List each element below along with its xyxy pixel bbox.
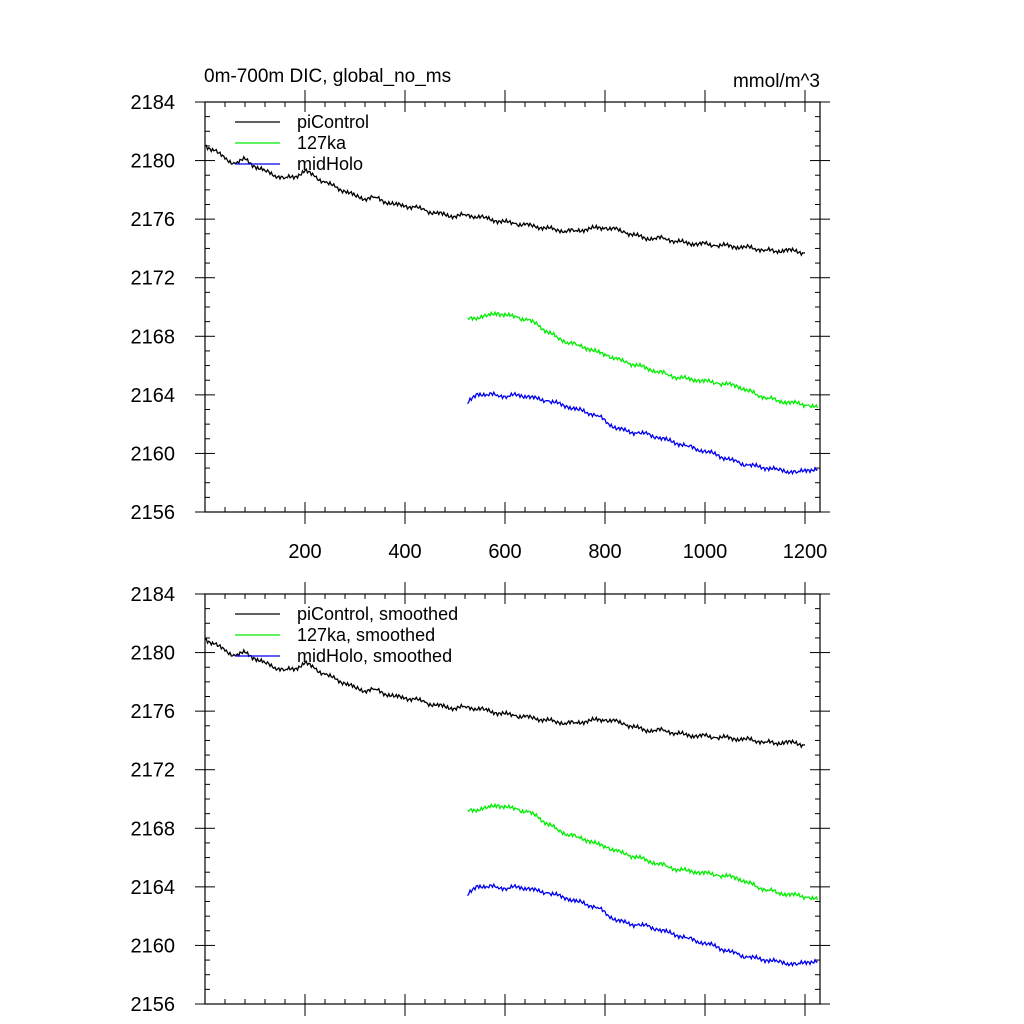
series-line-midholo	[466, 390, 818, 476]
series-line-picontrol	[204, 144, 806, 257]
x-tick-label: 1200	[783, 541, 828, 563]
x-tick-label: 400	[388, 541, 421, 563]
y-tick-label: 2172	[131, 268, 176, 290]
legend-label: 127ka	[297, 133, 347, 153]
y-tick-label: 2184	[131, 584, 176, 606]
x-tick-label: 800	[588, 541, 621, 563]
x-tick-label: 200	[288, 541, 321, 563]
y-tick-label: 2176	[131, 701, 176, 723]
y-tick-label: 2184	[131, 92, 176, 114]
legend-label: piControl, smoothed	[297, 604, 458, 624]
y-tick-label: 2168	[131, 326, 176, 348]
series-line-picontrol	[204, 638, 806, 749]
units-label: mmol/m^3	[733, 71, 820, 92]
legend-label: midHolo, smoothed	[297, 646, 452, 666]
legend-label: midHolo	[297, 154, 363, 174]
series-line-127ka	[467, 310, 819, 409]
panel-bottom: 2156 2160 2164 2168 2172 2176 2180 2184 piContro…	[131, 582, 830, 1016]
y-tick-label: 2164	[131, 385, 176, 407]
y-tick-label: 2164	[131, 877, 176, 899]
legend-label: 127ka, smoothed	[297, 625, 435, 645]
series-line-127ka	[467, 802, 819, 901]
y-tick-label: 2176	[131, 209, 176, 231]
x-tick-label: 1000	[683, 541, 728, 563]
y-tick-label: 2156	[131, 994, 176, 1016]
y-tick-label: 2156	[131, 502, 176, 524]
y-tick-label: 2160	[131, 443, 176, 465]
y-tick-label: 2172	[131, 760, 176, 782]
chart-title: 0m-700m DIC, global_no_ms	[204, 66, 451, 87]
panel-top: 200 400 600 800 1000 1200 2156 2160 2164 2168 2172…	[131, 90, 830, 563]
y-tick-label: 2160	[131, 935, 176, 957]
y-tick-label: 2180	[131, 151, 176, 173]
y-tick-label: 2168	[131, 818, 176, 840]
legend-label: piControl	[297, 112, 369, 132]
series-line-midholo	[466, 882, 818, 968]
y-tick-label: 2180	[131, 643, 176, 665]
x-tick-label: 600	[488, 541, 521, 563]
